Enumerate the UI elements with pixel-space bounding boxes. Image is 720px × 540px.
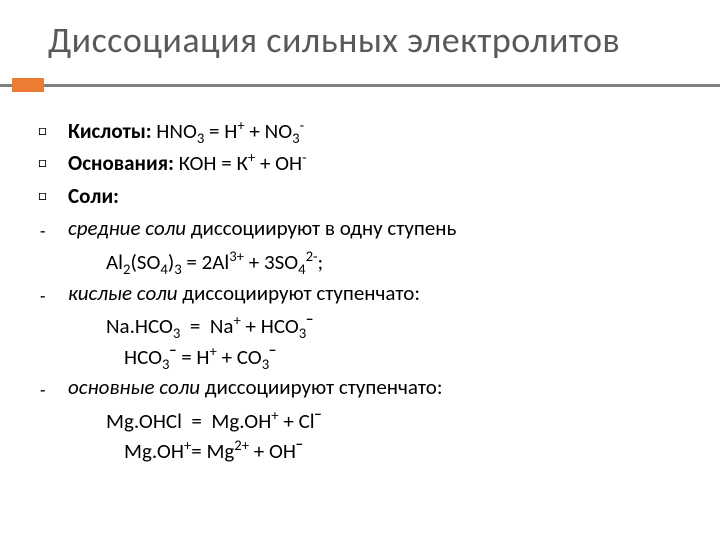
list-item: Соли: <box>38 181 700 211</box>
square-bullet-icon <box>38 181 68 208</box>
slide-title: Диссоциация сильных электролитов <box>0 18 720 62</box>
list-item: средние соли диссоциируют в одну ступень <box>38 213 700 245</box>
list-item-text: Основания: КОН = К+ + ОН- <box>68 148 700 178</box>
square-bullet-icon <box>38 116 68 143</box>
dash-bullet-icon <box>38 372 68 404</box>
list-item-text: средние соли диссоциируют в одну ступень <box>68 213 700 243</box>
accent-box <box>12 78 44 92</box>
dash-bullet-icon <box>38 278 68 310</box>
equation-line: Mg.OH+= Mg2+ + OHˉ <box>38 436 700 466</box>
rule-line <box>0 84 720 87</box>
equation-line: Na.HCO3 = Na+ + HCO3ˉ <box>38 311 700 341</box>
list-item: основные соли диссоциируют ступенчато: <box>38 372 700 404</box>
equation-line: Mg.OHCl = Mg.OH+ + Clˉ <box>38 406 700 436</box>
slide: Диссоциация сильных электролитов Кислоты… <box>0 0 720 540</box>
square-bullet-icon <box>38 148 68 175</box>
list-item: Кислоты: HNO3 = H+ + NO3- <box>38 116 700 146</box>
equation-line: Al2(SO4)3 = 2Al3+ + 3SO42-; <box>38 247 700 277</box>
list-item-text: основные соли диссоциируют ступенчато: <box>68 372 700 402</box>
dash-bullet-icon <box>38 213 68 245</box>
content-body: Кислоты: HNO3 = H+ + NO3-Основания: КОН … <box>0 116 720 467</box>
list-item: кислые соли диссоциируют ступенчато: <box>38 278 700 310</box>
list-item-text: кислые соли диссоциируют ступенчато: <box>68 278 700 308</box>
list-item-text: Кислоты: HNO3 = H+ + NO3- <box>68 116 700 146</box>
list-item: Основания: КОН = К+ + ОН- <box>38 148 700 178</box>
title-rule <box>0 78 720 94</box>
list-item-text: Соли: <box>68 181 700 211</box>
equation-line: HCO3ˉ = H+ + CO3ˉ <box>38 342 700 372</box>
